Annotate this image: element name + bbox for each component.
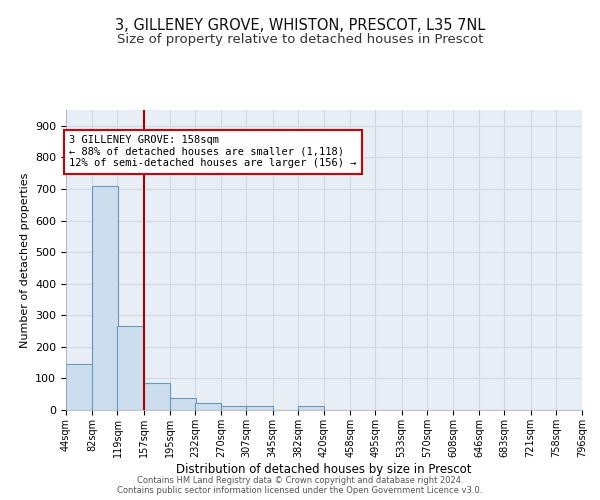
Bar: [66, 364, 92, 410]
Bar: [143, 383, 170, 410]
X-axis label: Distribution of detached houses by size in Prescot: Distribution of detached houses by size …: [176, 462, 472, 475]
Bar: [298, 406, 324, 410]
Bar: [92, 186, 118, 410]
Bar: [221, 406, 247, 410]
Text: Size of property relative to detached houses in Prescot: Size of property relative to detached ho…: [117, 32, 483, 46]
Bar: [247, 406, 272, 410]
Text: 3, GILLENEY GROVE, WHISTON, PRESCOT, L35 7NL: 3, GILLENEY GROVE, WHISTON, PRESCOT, L35…: [115, 18, 485, 32]
Text: Contains HM Land Registry data © Crown copyright and database right 2024.
Contai: Contains HM Land Registry data © Crown c…: [118, 476, 482, 495]
Bar: [170, 398, 196, 410]
Text: 3 GILLENEY GROVE: 158sqm
← 88% of detached houses are smaller (1,118)
12% of sem: 3 GILLENEY GROVE: 158sqm ← 88% of detach…: [70, 136, 357, 168]
Bar: [195, 403, 221, 410]
Bar: [118, 326, 143, 410]
Y-axis label: Number of detached properties: Number of detached properties: [20, 172, 29, 348]
